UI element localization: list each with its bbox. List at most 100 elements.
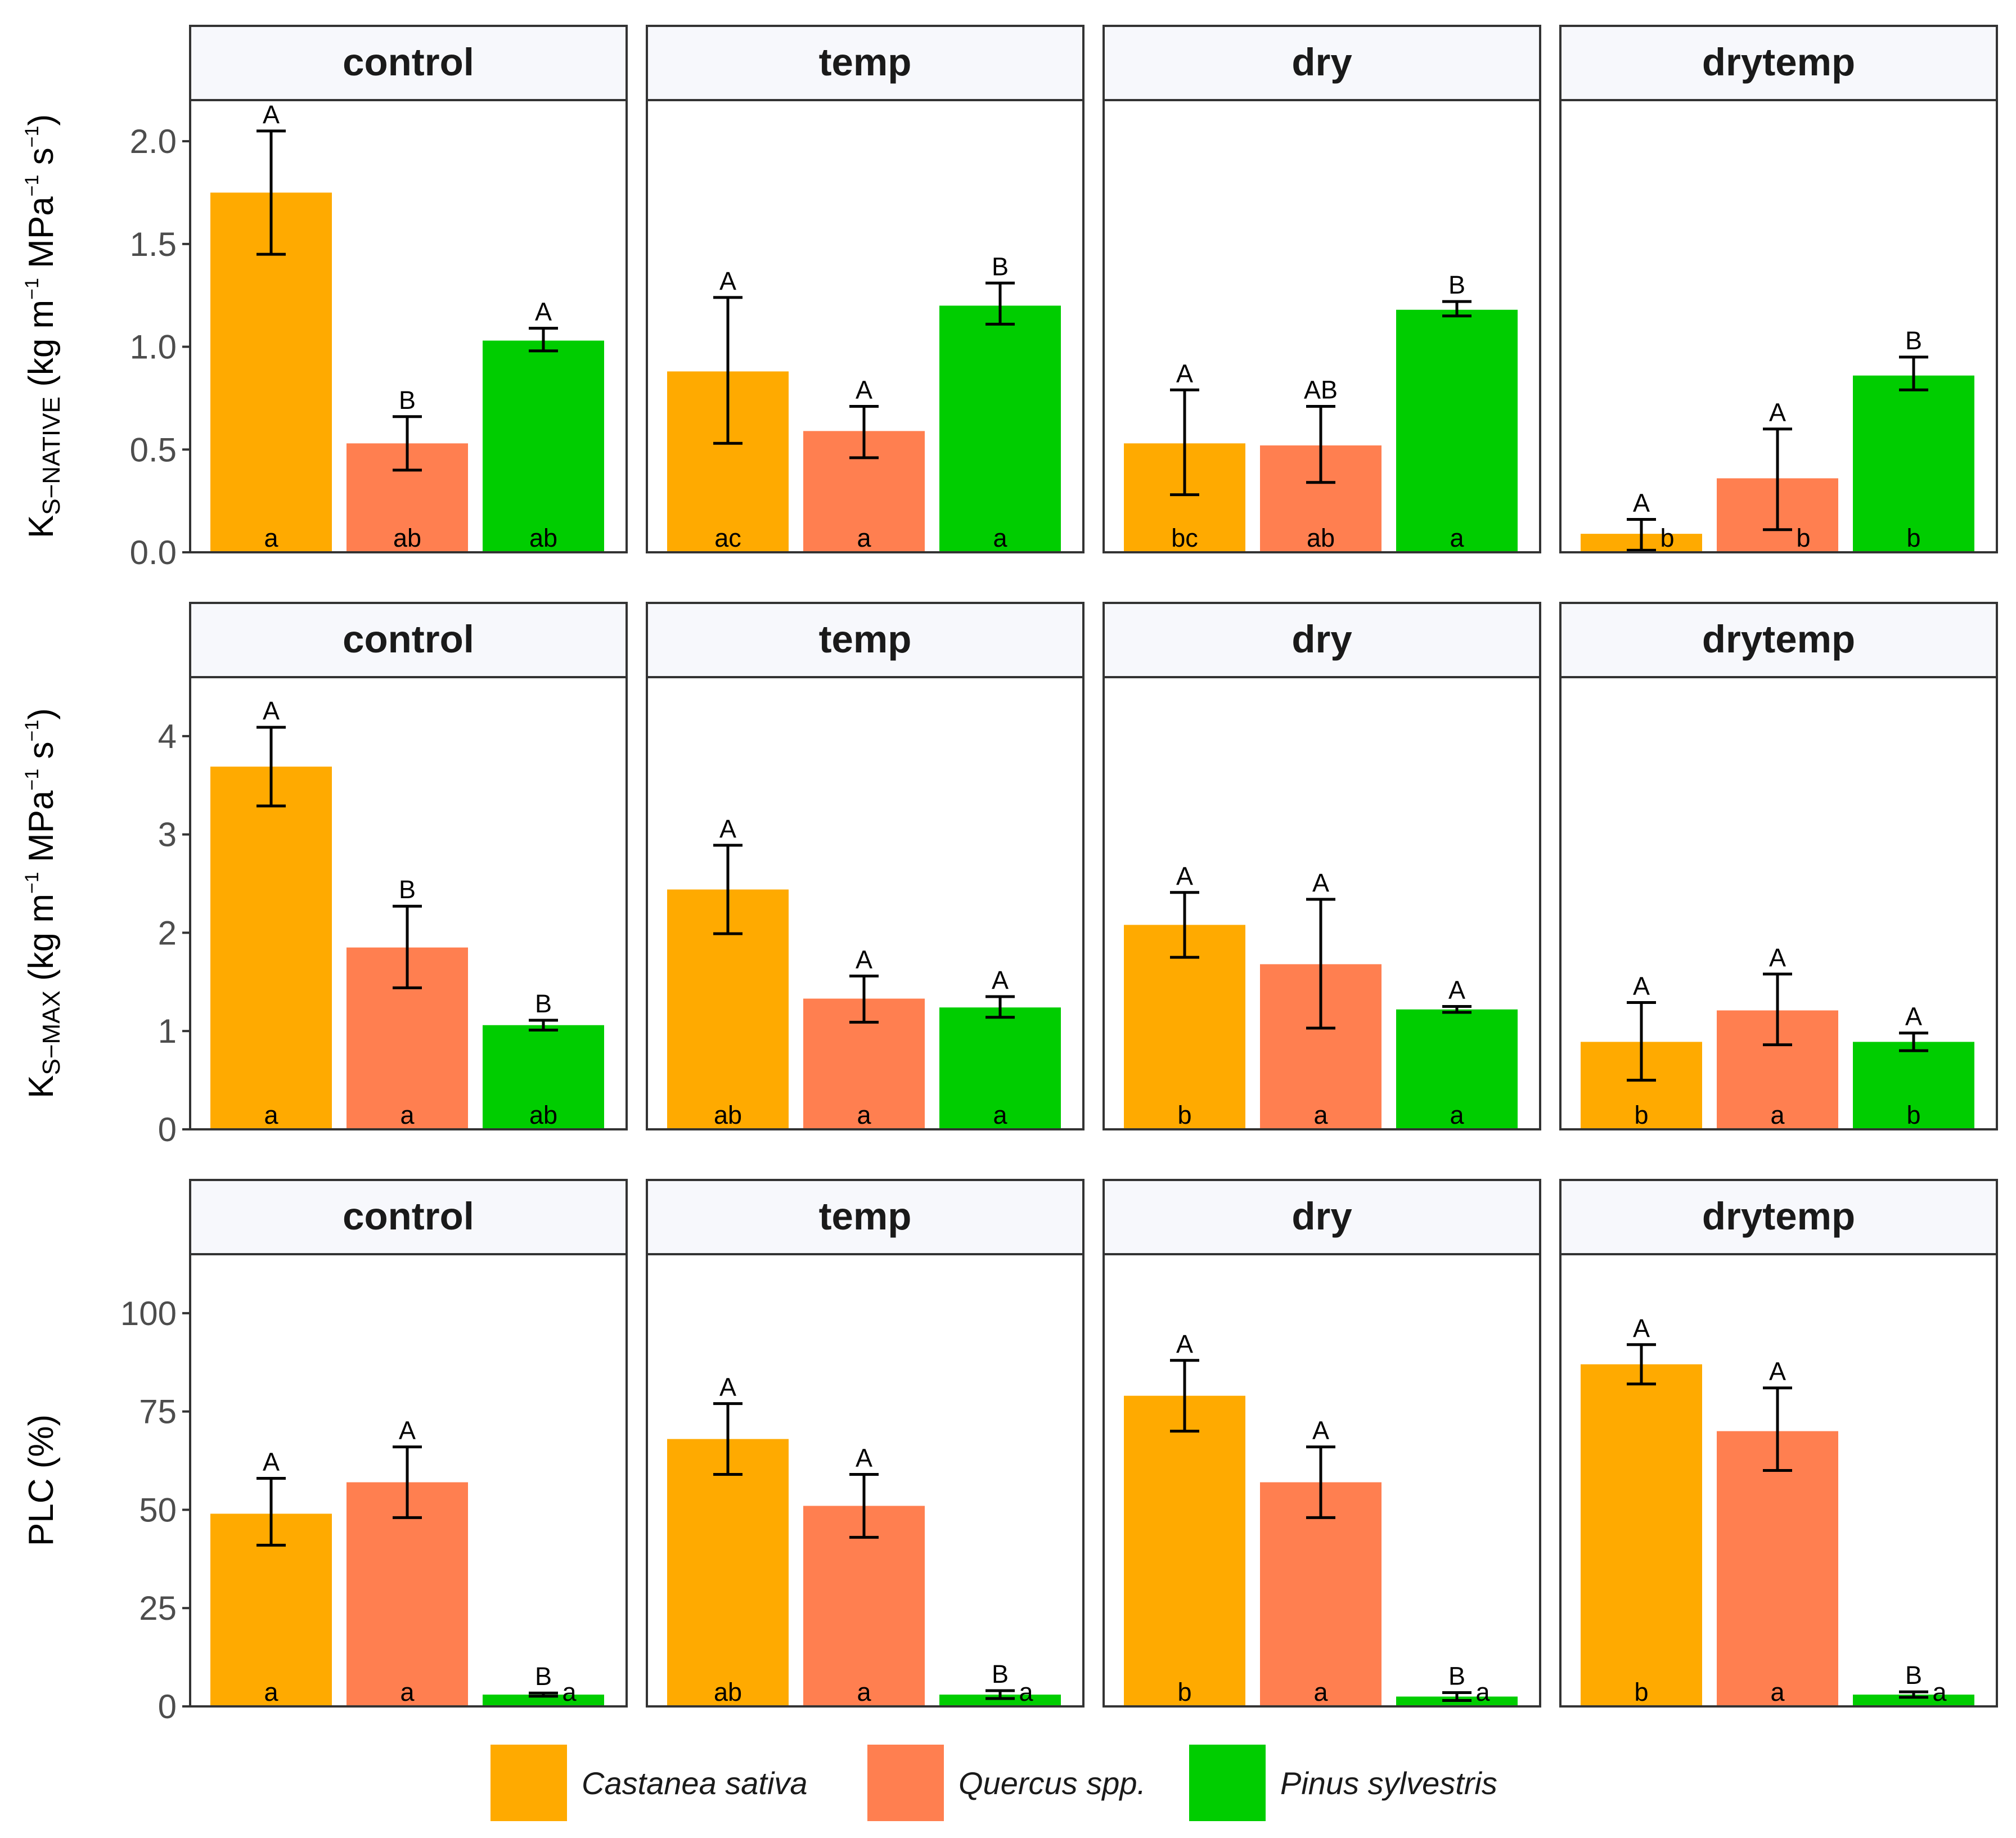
sig-letter-upper: A (1176, 1330, 1193, 1358)
sig-letter-lower: a (857, 1678, 871, 1706)
panel-border (1559, 99, 1998, 553)
sig-letter-upper: A (263, 100, 280, 129)
sig-letter-upper: A (1312, 868, 1329, 897)
facet-strip (1559, 1179, 1998, 1255)
panel-border (189, 676, 628, 1130)
bar (1717, 1431, 1838, 1706)
panel-border (1102, 99, 1541, 553)
y-axis-title: KS−NATIVE (kg m−1 MPa−1 s−1) (21, 114, 65, 538)
sig-letter-lower: a (1450, 524, 1464, 552)
facet-strip (189, 602, 628, 678)
facet-strip (1102, 602, 1541, 678)
panel-border (1102, 1253, 1541, 1708)
chart-ks-native: 0.0 0.5 1.0 1.5 2.0 KS−NATIVE (kg m−1 MPa−1 s… (21, 25, 1998, 571)
y-axis-title: PLC (%) (22, 1414, 61, 1546)
sig-letter-upper: A (535, 298, 552, 326)
sig-letter-lower: b (1634, 1678, 1648, 1706)
facet-label: control (343, 1195, 474, 1238)
facet-strip (189, 1179, 628, 1255)
sig-letter-upper: B (535, 1662, 552, 1691)
facet-label: drytemp (1702, 618, 1855, 661)
sig-letter-lower: a (1313, 1101, 1328, 1129)
y-axis-title: KS−MAX (kg m−1 MPa−1 s−1) (21, 708, 65, 1098)
sig-letter-lower: a (1019, 1678, 1033, 1706)
sig-letter-lower: a (1313, 1678, 1328, 1706)
y-tick-label: 3 (158, 816, 177, 854)
sig-letter-lower: ac (714, 524, 741, 552)
panel-ks-native-temp: temp Aac Aa Ba (646, 25, 1084, 553)
bar (1853, 1695, 1974, 1706)
sig-letter-upper: B (1448, 271, 1465, 299)
y-tick-label: 1.0 (130, 328, 177, 366)
sig-letter-upper: A (1633, 489, 1650, 517)
y-tick-label: 0.5 (130, 431, 177, 468)
panel-border (646, 1253, 1084, 1708)
facet-label: temp (819, 1195, 912, 1238)
facet-strip (189, 25, 628, 101)
sig-letter-lower: a (857, 524, 871, 552)
sig-letter-lower: a (264, 1678, 278, 1706)
panel-ks-max-control: control Aa Ba Bab (189, 602, 628, 1130)
y-tick-label: 25 (139, 1589, 177, 1627)
sig-letter-lower: a (264, 1101, 278, 1129)
sig-letter-upper: A (856, 945, 872, 974)
sig-letter-lower: b (1906, 1101, 1920, 1129)
sig-letter-upper: A (1448, 976, 1465, 1004)
bar (346, 1482, 468, 1706)
panel-border (189, 99, 628, 553)
bar (667, 1439, 789, 1706)
panel-border (189, 1253, 628, 1708)
y-tick-label: 1.5 (130, 226, 177, 263)
panel-ks-native-dry: dry Abc AB ab Ba (1102, 25, 1541, 553)
sig-letter-lower: ab (714, 1678, 742, 1706)
panel-border (1102, 676, 1541, 1130)
facet-label: control (343, 40, 474, 84)
facet-label: dry (1292, 618, 1352, 661)
facet-strip (646, 25, 1084, 101)
y-tick-label: 0.0 (130, 534, 177, 571)
facet-label: temp (819, 618, 912, 661)
legend-key (867, 1745, 944, 1821)
bar (1853, 375, 1974, 552)
sig-letter-upper: A (1176, 359, 1193, 388)
y-tick-label: 4 (158, 718, 177, 755)
sig-letter-upper: A (1769, 943, 1786, 972)
y-tick-label: 1 (158, 1012, 177, 1050)
facet-strip (646, 602, 1084, 678)
bar (1396, 1009, 1518, 1129)
sig-letter-lower: a (400, 1678, 415, 1706)
sig-letter-lower: a (562, 1678, 577, 1706)
panel-ks-max-temp: temp Aab Aa Aa (646, 602, 1084, 1130)
sig-letter-upper: A (1312, 1416, 1329, 1445)
sig-letter-upper: A (856, 376, 872, 404)
sig-letter-lower: ab (529, 1101, 557, 1129)
bar (939, 305, 1061, 552)
legend-key (490, 1745, 567, 1821)
bar (483, 340, 604, 552)
bar (1853, 1042, 1974, 1129)
y-tick-label: 0 (158, 1688, 177, 1726)
sig-letter-upper: B (1448, 1662, 1465, 1691)
sig-letter-upper: B (399, 875, 416, 904)
panel-border (1559, 676, 1998, 1130)
bar (939, 1007, 1061, 1129)
bar (1124, 1395, 1245, 1706)
facet-label: dry (1292, 40, 1352, 84)
sig-letter-upper: A (399, 1416, 416, 1445)
sig-letter-upper: A (1633, 972, 1650, 1001)
bar (210, 767, 332, 1129)
sig-letter-upper: A (1633, 1314, 1650, 1343)
panel-ks-max-drytemp: drytemp Ab Aa Ab (1559, 602, 1998, 1130)
panel-border (646, 676, 1084, 1130)
sig-letter-upper: A (263, 1448, 280, 1476)
panel-ks-native-control: control Aa Bab Aab (189, 25, 628, 553)
legend: Castanea sativa Quercus spp. Pinus sylvest… (490, 1745, 1497, 1821)
panel-ks-max-dry: dry Ab Aa Aa (1102, 602, 1541, 1130)
sig-letter-lower: a (857, 1101, 871, 1129)
sig-letter-lower: a (1475, 1678, 1490, 1706)
